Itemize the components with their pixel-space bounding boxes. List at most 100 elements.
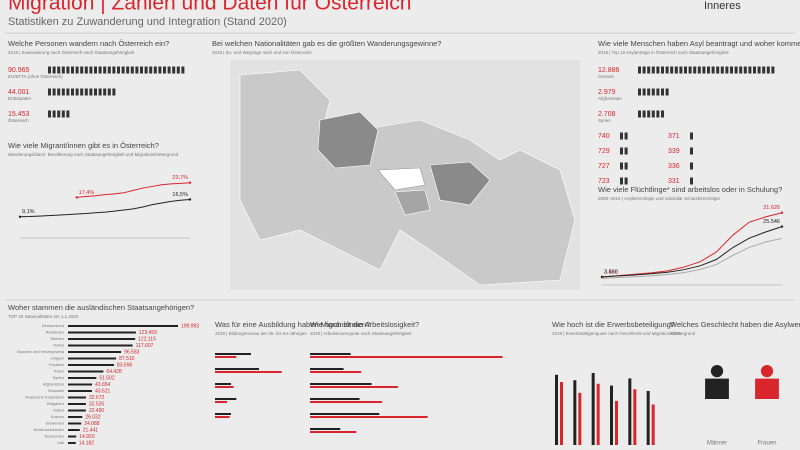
icon-row [690,147,693,155]
bar [628,378,632,445]
bar [215,368,259,370]
category-label: Kosovo [51,414,65,419]
value-label: 14.182 [79,440,95,446]
value-label: 2.708 [598,111,616,118]
chart-subtitle: 2019 | Zuwanderung nach Österreich nach … [8,49,135,55]
line [19,199,191,218]
category-label: Rumänien [46,330,64,335]
bar [68,409,86,412]
line [601,237,783,279]
bar [68,331,136,334]
value-label: 90.965 [8,67,30,74]
bar [68,338,136,340]
value-label: 123.459 [139,330,157,336]
chart-title: Wie viele Flüchtlinge* sind arbeitslos o… [598,185,782,194]
bar [68,403,86,405]
page-subtitle: Statistiken zu Zuwanderung und Integrati… [8,16,287,28]
bar [215,383,231,385]
icon-row [48,110,70,118]
category-label: Ungarn [51,356,64,361]
value-label: 43.621 [95,388,111,394]
value-label: 43.654 [95,382,111,388]
point-label: 31.626 [763,205,780,211]
value-label: 729 [598,148,610,155]
value-label: 2.979 [598,89,616,96]
chart-title: Was für eine Ausbildung haben Migrant/in… [215,320,370,329]
bar [68,383,93,386]
icon-row [690,162,693,170]
chart-title: Welche Personen wandern nach Österreich … [8,39,169,48]
value-label: 122.115 [138,336,156,342]
category-label: Polen [54,369,64,374]
value-label: 32.526 [89,401,105,407]
category-label: Bulgarien [47,401,64,406]
bar [310,428,341,430]
category-label: Slowenien [46,421,64,426]
chart-subtitle: 2019 | Top 10 Asylanträge in Österreich … [598,49,729,55]
bar [215,371,282,373]
chart-subtitle: 2019 | Zu- und Wegzüge nach und von Öste… [212,49,312,55]
bar [310,398,360,400]
category-label: EU/EFTA (ohne Österreich) [8,73,63,79]
bar [68,435,77,438]
category-label: Italien [53,408,64,413]
value-label: 51.502 [99,375,115,381]
bar [310,416,428,418]
map [230,60,580,290]
map-austria [377,167,426,191]
chart-subtitle: 2019 | Arbeitslosenquote nach Staatsange… [310,331,412,336]
category-label: Männer [707,441,727,447]
bar [310,383,372,385]
value-label: 32.672 [89,395,105,401]
chart-title: Wie hoch ist die Erwerbsbeteiligung? [552,320,675,329]
category-label: Deutschland [42,323,64,328]
category-label: Slowakei [48,388,64,393]
category-label: Syrien [598,118,611,123]
bar [310,371,362,373]
category-label: Tschechien [44,434,64,439]
icon-row [690,177,693,185]
value-label: 32.490 [89,408,105,414]
bar [310,431,357,433]
bar [68,429,80,431]
value-label: 199.993 [181,323,199,329]
bar [68,325,178,327]
chart-title: Woher stammen die ausländischen Staatsan… [8,303,194,312]
chart-subtitle: Wanderungsbilanz: Bevölkerung nach Staat… [8,152,179,157]
icon-row [48,88,116,96]
value-label: 723 [598,178,610,185]
point-label: 9,1% [22,209,35,215]
bar [68,390,92,392]
category-label: Syrien [53,375,64,380]
bar [633,389,637,445]
chart-title: Welches Geschlecht haben die Asylwerbend… [670,320,800,329]
chart-subtitle: 2019 [670,331,681,336]
bar [215,401,227,403]
bar [68,364,114,366]
value-label: 371 [668,133,680,140]
chart-subtitle: TOP 20 Nationalitäten am 1.1.2020 [8,314,79,319]
value-label: 117.607 [136,343,154,349]
bar [596,383,600,445]
bar [215,413,231,415]
value-label: 740 [598,133,610,140]
value-label: 727 [598,163,610,170]
chart-title: Wie hoch ist die Arbeitslosigkeit? [310,320,419,329]
value-label: 14.920 [79,434,95,440]
bar [555,374,558,445]
value-label: 12.886 [598,67,620,74]
bar [68,370,104,373]
value-label: 64.428 [106,369,122,375]
bar [615,400,618,445]
line [76,182,191,198]
logo: Inneres [704,0,741,12]
bar [68,351,122,353]
bar [310,368,344,370]
icon-row [620,147,628,155]
icon-row [620,177,628,185]
line [601,226,783,278]
bar [310,353,351,355]
bar [68,422,82,425]
value-label: 15.453 [8,111,30,118]
bar [68,357,117,360]
